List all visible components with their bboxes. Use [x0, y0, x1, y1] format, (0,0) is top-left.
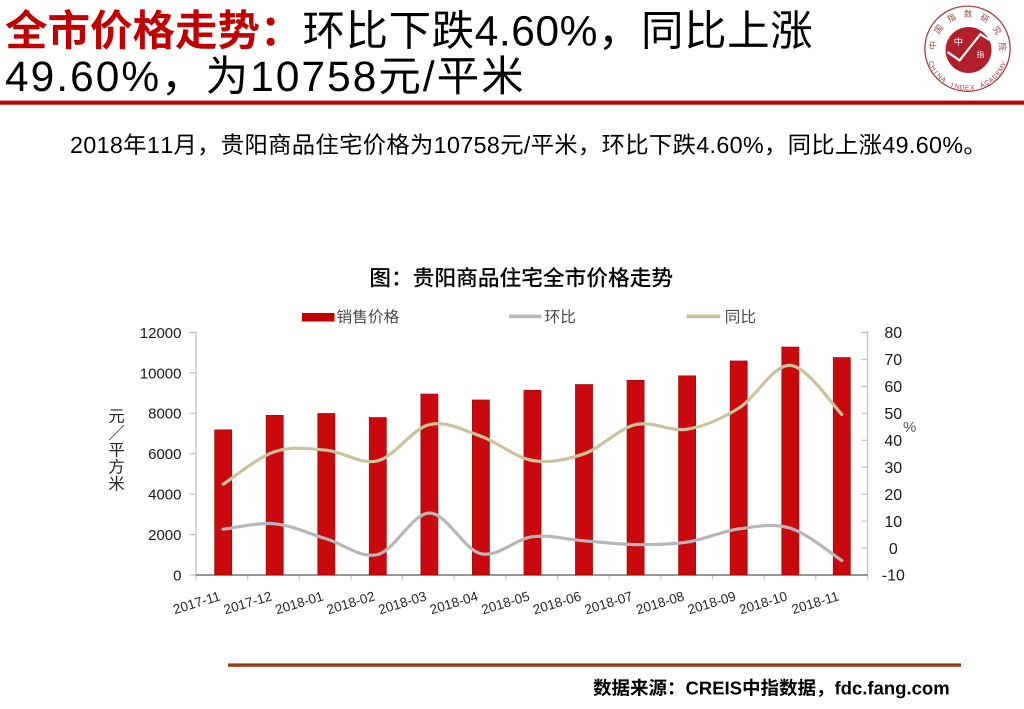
svg-text:8000: 8000	[148, 406, 181, 423]
svg-text:12000: 12000	[140, 325, 182, 342]
svg-text:20: 20	[884, 487, 902, 504]
svg-text:10: 10	[884, 514, 902, 531]
svg-text:0: 0	[173, 567, 181, 584]
svg-text:50: 50	[884, 406, 902, 423]
svg-text:10000: 10000	[140, 365, 182, 382]
svg-text:4000: 4000	[148, 487, 181, 504]
svg-text:30: 30	[884, 460, 902, 477]
svg-text:60: 60	[884, 379, 902, 396]
svg-text:2000: 2000	[148, 527, 181, 544]
svg-text:40: 40	[884, 433, 902, 450]
svg-text:0: 0	[889, 541, 898, 558]
svg-text:70: 70	[884, 352, 902, 369]
svg-text:80: 80	[884, 325, 902, 342]
svg-text:6000: 6000	[148, 446, 181, 463]
svg-text:-10: -10	[882, 568, 905, 585]
svg-text:%: %	[903, 419, 916, 436]
